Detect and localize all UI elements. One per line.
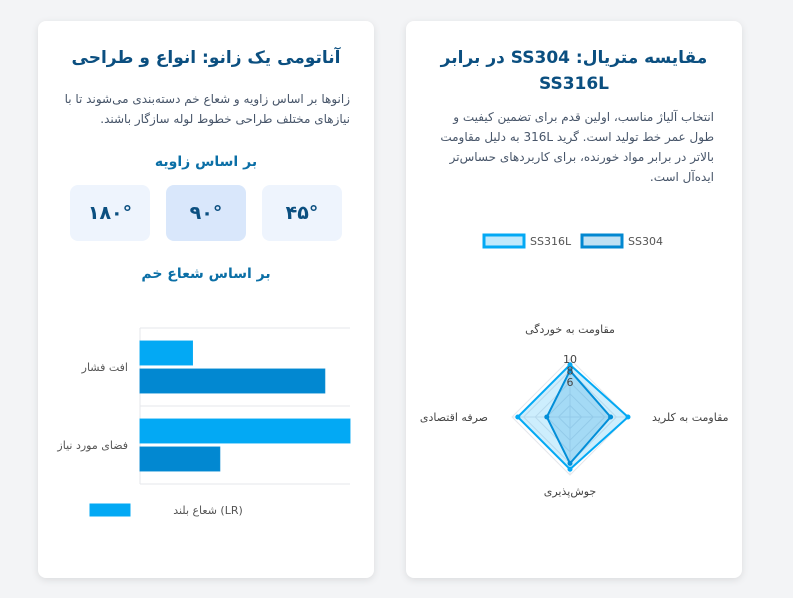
radar-axis-label: جوش‌پذیری <box>544 485 597 498</box>
category-label: افت فشار <box>81 361 128 374</box>
radar-tick-label: 8 <box>567 365 574 378</box>
angle-option-180[interactable]: ۱۸۰° <box>70 185 150 241</box>
bar-a-1 <box>139 418 351 444</box>
radar-legend-label: SS304 <box>628 235 663 248</box>
radar-tick-label: 10 <box>563 353 577 366</box>
bend-radius-bar-chart: افت فشار فضای مورد نیاز شعاع بلند (LR) <box>56 327 351 517</box>
radius-section-title: بر اساس شعاع خم <box>141 266 271 282</box>
radar-point <box>625 414 631 420</box>
bar-b-1 <box>139 446 221 472</box>
radar-axis-label: صرفه اقتصادی <box>420 411 488 424</box>
radar-point <box>567 460 573 466</box>
material-title: مقایسه متریال: SS304 در برابر SS316L <box>440 48 708 94</box>
radar-legend-swatch <box>580 233 624 249</box>
radar-point <box>608 414 614 420</box>
material-description: انتخاب آلیاژ مناسب، اولین قدم برای تضمین… <box>440 110 714 184</box>
radar-axis-label: مقاومت به خوردگی <box>525 323 615 336</box>
angle-option-45[interactable]: ۴۵° <box>262 185 342 241</box>
radar-tick-label: 6 <box>567 376 574 389</box>
radar-legend-swatch <box>482 233 526 249</box>
bar-b-0 <box>139 368 326 394</box>
radar-legend-label: SS316L <box>530 235 572 248</box>
radar-point <box>567 362 573 368</box>
angle-option-90[interactable]: ۹۰° <box>166 185 246 241</box>
bar-a-0 <box>139 340 193 366</box>
anatomy-description: زانوها بر اساس زاویه و شعاع خم دسته‌بندی… <box>64 92 350 126</box>
radar-point <box>515 414 521 420</box>
category-label: فضای مورد نیاز <box>56 439 128 452</box>
material-card: مقایسه متریال: SS304 در برابر SS316L انت… <box>406 21 742 578</box>
legend-swatch <box>89 503 131 517</box>
angle-options: ۴۵° ۹۰° ۱۸۰° <box>70 185 342 241</box>
anatomy-card: آناتومی یک زانو: انواع و طراحی زانوها بر… <box>38 21 374 578</box>
radar-point <box>544 414 550 420</box>
radar-axis-label: مقاومت به کلرید <box>652 411 729 424</box>
angle-section-title: بر اساس زاویه <box>154 154 258 170</box>
legend-label: شعاع بلند (LR) <box>173 504 243 517</box>
anatomy-title: آناتومی یک زانو: انواع و طراحی <box>71 48 341 68</box>
radar-point <box>567 368 573 374</box>
radar-point <box>567 466 573 472</box>
